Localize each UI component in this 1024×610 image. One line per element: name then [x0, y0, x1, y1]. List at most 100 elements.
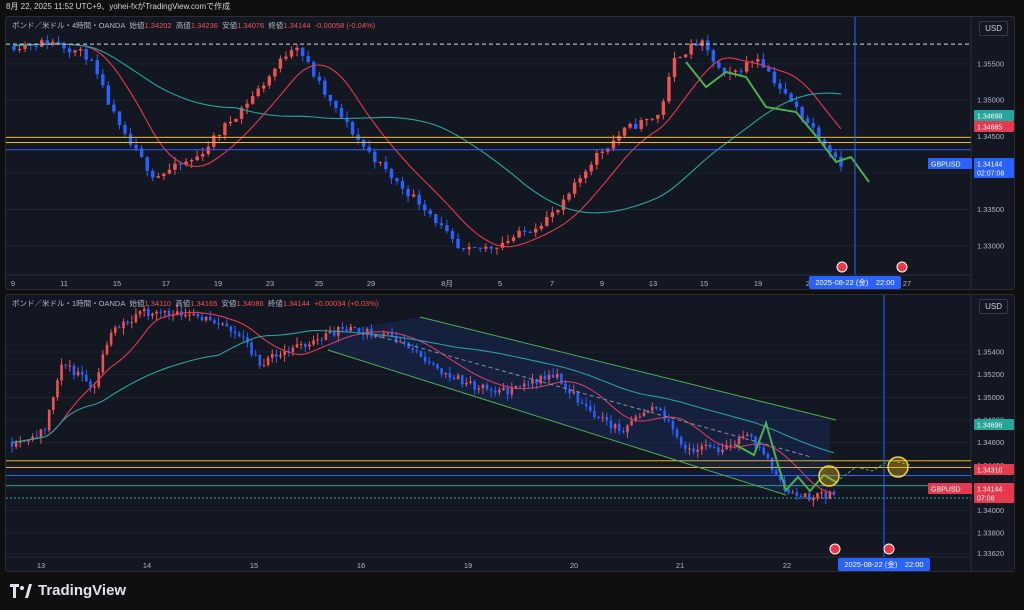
brand-name: TradingView [38, 582, 127, 599]
candle-body [700, 40, 704, 46]
candle-body [440, 368, 443, 374]
candle-body [390, 332, 394, 337]
price-label-bg [974, 121, 1014, 132]
price-label: 1.34310 [977, 468, 1002, 475]
candle-body [589, 406, 592, 411]
candle-body [72, 365, 76, 376]
time-tick-label: 22 [783, 561, 791, 570]
candle-body [772, 71, 777, 84]
candle-body [534, 228, 538, 233]
candle-body [311, 61, 316, 77]
candle-body [283, 350, 286, 356]
channel-mid-line [373, 334, 812, 458]
candle-body [688, 448, 691, 450]
legend-change: +0.00034 (+0.03%) [314, 299, 379, 308]
candle-body [155, 311, 158, 314]
candle-body [737, 437, 741, 445]
candle-body [291, 347, 295, 352]
candle-body [794, 101, 799, 107]
candle-body [78, 49, 83, 51]
candle-body [800, 106, 804, 119]
candle-body [432, 362, 435, 365]
candle-body [123, 124, 127, 134]
candles [12, 35, 843, 256]
candle-body [406, 188, 410, 197]
candle-body [564, 383, 567, 390]
candle-body [811, 123, 815, 128]
candle-body [568, 389, 571, 394]
time-tick-label: 13 [649, 279, 657, 288]
currency-button-4h[interactable]: USD [979, 21, 1008, 36]
legend-open: 1.34202 [144, 21, 172, 30]
candle-body [704, 444, 708, 447]
candle-body [34, 46, 38, 48]
highlight-circle [818, 465, 840, 487]
legend-4h: ポンド／米ドル・4時間・OANDA 始値1.34202 高値1.34236 安値… [12, 20, 375, 31]
chart-canvas-1h[interactable]: 1.354001.352001.350001.348001.346001.344… [6, 295, 1015, 572]
candle-body [717, 61, 721, 68]
candle-body [213, 320, 216, 324]
candle-body [84, 49, 88, 60]
candle-body [45, 40, 50, 46]
candle-body [423, 204, 427, 211]
candle-body [663, 410, 666, 420]
candle-body [807, 493, 811, 501]
candle-body [39, 429, 43, 438]
time-tick-label: 11 [60, 279, 68, 288]
candle-body [766, 454, 770, 459]
legend-high-label: 高値 [175, 299, 191, 308]
candle-body [217, 323, 220, 325]
time-tick-label: 8月 [441, 279, 453, 288]
candle-body [495, 247, 499, 249]
candle-body [228, 121, 233, 124]
candle-body [389, 168, 394, 179]
tradingview-logo[interactable]: TradingView [10, 582, 126, 599]
currency-button-1h[interactable]: USD [979, 299, 1008, 314]
candle-body [560, 374, 563, 384]
candle-body [142, 308, 146, 312]
candle-body [411, 194, 416, 197]
candle-body [465, 382, 468, 385]
candle-body [634, 416, 638, 421]
candle-body [791, 492, 794, 494]
time-tick-label: 21 [676, 561, 684, 570]
candle-body [52, 397, 55, 410]
candle-body [684, 444, 687, 449]
candle-body [139, 148, 144, 157]
price-tick-label: 1.34000 [977, 506, 1004, 515]
price-label: 1.34698 [977, 114, 1002, 121]
candle-body [576, 391, 580, 403]
time-tick-label: 17 [162, 279, 170, 288]
time-tick-label: 19 [214, 279, 222, 288]
chart-panel-4h[interactable]: 1.355001.350001.345001.340001.335001.330… [5, 16, 1015, 290]
candle-body [450, 231, 455, 239]
price-label-bg [974, 464, 1014, 475]
price-label: 1.34144 [977, 162, 1002, 169]
candle-body [461, 248, 466, 250]
candle-body [250, 96, 255, 104]
candle-body [633, 123, 638, 129]
legend-open-label: 始値 [129, 299, 145, 308]
time-tick-label: 14 [143, 561, 151, 570]
chart-panel-1h[interactable]: 1.354001.352001.350001.348001.346001.344… [5, 294, 1015, 572]
candle-body [403, 341, 406, 343]
candle-body [159, 311, 162, 313]
candle-body [395, 178, 399, 182]
legend-title: ポンド／米ドル・4時間・OANDA [12, 21, 126, 30]
candle-body [350, 121, 355, 135]
candle-body [789, 93, 793, 102]
price-label-bg [928, 158, 972, 169]
legend-close-label: 終値 [267, 299, 283, 308]
candle-body [803, 493, 807, 498]
header-caption: 8月 22, 2025 11:52 UTC+9、yohei-fxがTrading… [0, 0, 1024, 14]
candle-body [761, 59, 766, 68]
candle-body [300, 47, 305, 56]
legend-close: 1.34144 [282, 299, 310, 308]
candle-body [477, 388, 481, 390]
chart-canvas-4h[interactable]: 1.355001.350001.345001.340001.335001.330… [6, 17, 1015, 290]
candle-body [234, 118, 238, 122]
price-label-bg [928, 483, 972, 494]
ma-fast-line [11, 311, 835, 495]
time-tick-label: 13 [37, 561, 45, 570]
candle-body [711, 50, 716, 62]
